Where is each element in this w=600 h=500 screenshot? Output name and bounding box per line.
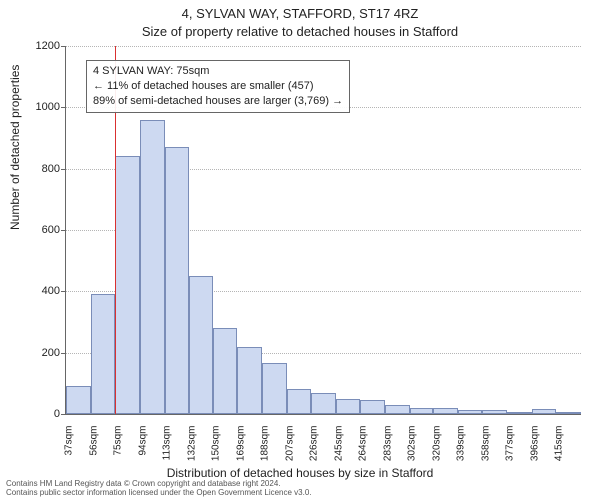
x-tick-label: 37sqm: [64, 426, 75, 472]
y-tick-mark: [61, 291, 65, 292]
x-tick-label: 207sqm: [284, 426, 295, 472]
bar: [360, 400, 385, 414]
x-tick-label: 320sqm: [431, 426, 442, 472]
x-tick-label: 396sqm: [529, 426, 540, 472]
bar: [336, 399, 361, 414]
bar: [213, 328, 238, 414]
x-tick-label: 132sqm: [186, 426, 197, 472]
x-tick-label: 56sqm: [88, 426, 99, 472]
x-tick-label: 113sqm: [162, 426, 173, 472]
x-tick-label: 188sqm: [260, 426, 271, 472]
y-tick-mark: [61, 230, 65, 231]
y-tick-label: 400: [20, 285, 60, 297]
bar: [140, 120, 165, 414]
bar: [556, 412, 581, 414]
gridline: [66, 46, 581, 47]
x-tick-label: 358sqm: [480, 426, 491, 472]
y-tick-label: 800: [20, 163, 60, 175]
title-address: 4, SYLVAN WAY, STAFFORD, ST17 4RZ: [0, 6, 600, 21]
bar: [482, 410, 507, 414]
y-tick-label: 1000: [20, 101, 60, 113]
bar: [91, 294, 116, 414]
annotation-box: 4 SYLVAN WAY: 75sqm ← 11% of detached ho…: [86, 60, 350, 113]
y-tick-mark: [61, 107, 65, 108]
annotation-line2: ← 11% of detached houses are smaller (45…: [93, 79, 343, 94]
x-tick-label: 264sqm: [358, 426, 369, 472]
y-tick-label: 0: [20, 408, 60, 420]
x-tick-label: 245sqm: [333, 426, 344, 472]
bar: [458, 410, 483, 414]
y-tick-mark: [61, 353, 65, 354]
y-tick-mark: [61, 169, 65, 170]
x-tick-label: 377sqm: [505, 426, 516, 472]
x-tick-label: 339sqm: [456, 426, 467, 472]
footer-line2: Contains public sector information licen…: [6, 488, 600, 498]
y-tick-label: 200: [20, 347, 60, 359]
bar: [385, 405, 410, 414]
bar: [165, 147, 190, 414]
bar: [262, 363, 287, 414]
bar: [507, 412, 532, 414]
x-tick-label: 94sqm: [137, 426, 148, 472]
footer-attribution: Contains HM Land Registry data © Crown c…: [0, 479, 600, 498]
annotation-line1: 4 SYLVAN WAY: 75sqm: [93, 64, 343, 79]
bar: [433, 408, 458, 414]
bar: [237, 347, 262, 414]
y-tick-mark: [61, 414, 65, 415]
bar: [410, 408, 433, 414]
x-tick-label: 169sqm: [235, 426, 246, 472]
y-axis-label: Number of detached properties: [8, 65, 22, 230]
footer-line1: Contains HM Land Registry data © Crown c…: [6, 479, 600, 489]
y-tick-mark: [61, 46, 65, 47]
x-tick-label: 302sqm: [407, 426, 418, 472]
bar: [115, 156, 140, 414]
y-tick-label: 1200: [20, 40, 60, 52]
y-tick-label: 600: [20, 224, 60, 236]
x-tick-label: 226sqm: [309, 426, 320, 472]
annotation-line3: 89% of semi-detached houses are larger (…: [93, 94, 343, 109]
title-subtitle: Size of property relative to detached ho…: [0, 24, 600, 39]
chart-container: { "title_address": "4, SYLVAN WAY, STAFF…: [0, 0, 600, 500]
bar: [287, 389, 312, 414]
bar: [311, 393, 336, 414]
bar: [532, 409, 557, 414]
bar: [189, 276, 212, 414]
x-tick-label: 415sqm: [554, 426, 565, 472]
x-tick-label: 150sqm: [211, 426, 222, 472]
x-tick-label: 283sqm: [382, 426, 393, 472]
bar: [66, 386, 91, 414]
x-tick-label: 75sqm: [113, 426, 124, 472]
